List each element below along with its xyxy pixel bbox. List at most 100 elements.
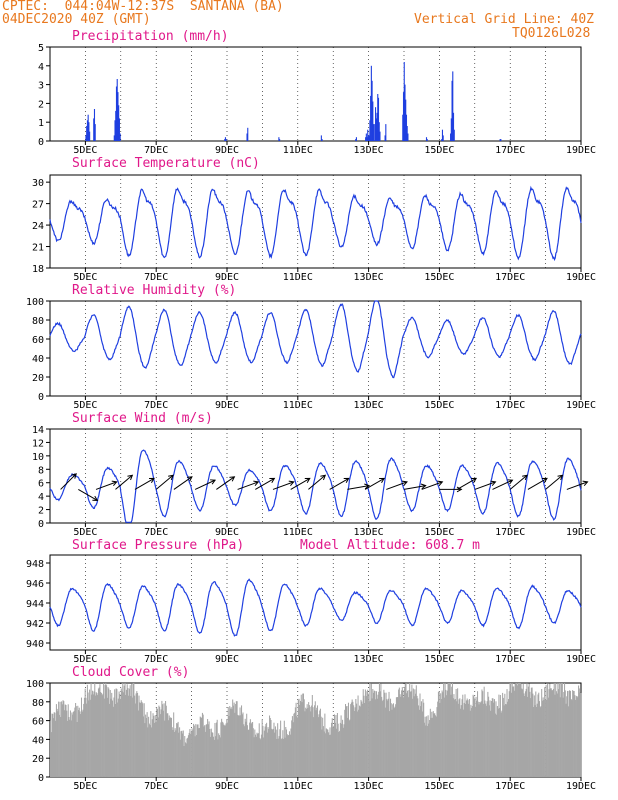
cloud-bar	[83, 703, 85, 777]
cloud-bar	[228, 716, 230, 777]
cloud-bar	[506, 689, 508, 777]
cloud-bar	[423, 702, 425, 777]
cloud-bar	[222, 722, 224, 777]
cloud-bar	[446, 695, 448, 777]
panel-title: Surface Wind (m/s)	[72, 411, 213, 426]
cloud-bar	[508, 691, 510, 777]
cloud-bar	[485, 703, 487, 777]
precip-bar	[85, 135, 87, 141]
x-tick-label: 19DEC	[566, 527, 596, 538]
cloud-bar	[106, 685, 108, 777]
cloud-bar	[489, 700, 491, 777]
cloud-bar	[507, 701, 509, 777]
series-line	[49, 300, 582, 379]
cloud-bar	[451, 686, 453, 777]
cloud-bar	[519, 683, 521, 777]
cloud-bar	[273, 722, 275, 777]
cloud-bar	[372, 689, 374, 777]
cloud-bar	[545, 685, 547, 777]
cloud-bar	[105, 683, 107, 777]
cloud-bar	[400, 696, 402, 777]
cloud-bar	[542, 697, 544, 777]
cloud-bar	[474, 706, 476, 777]
cloud-bar	[240, 715, 242, 777]
x-tick-label: 13DEC	[354, 272, 384, 283]
cloud-bar	[579, 692, 581, 777]
y-tick-label: 20	[32, 373, 44, 384]
cloud-bar	[219, 737, 221, 777]
cloud-bar	[64, 710, 66, 777]
precip-bar	[373, 124, 375, 141]
x-tick-label: 7DEC	[144, 272, 168, 283]
cloud-bar	[496, 706, 498, 777]
cloud-bar	[75, 703, 77, 777]
series-line	[49, 185, 582, 262]
cloud-bar	[364, 703, 366, 777]
cloud-bar	[505, 704, 507, 777]
cloud-bar	[368, 701, 370, 777]
precip-bar	[452, 71, 454, 141]
cloud-bar	[355, 699, 357, 777]
cloud-bar	[522, 684, 524, 777]
cloud-bar	[160, 709, 162, 777]
cloud-bar	[482, 691, 484, 777]
precip-bar	[453, 129, 455, 141]
cloud-bar	[310, 711, 312, 777]
cloud-bar	[206, 724, 208, 777]
cloud-bar	[123, 692, 125, 777]
y-tick-label: 30	[32, 178, 44, 189]
cloud-bar	[316, 707, 318, 777]
cloud-bar	[163, 703, 165, 777]
x-tick-label: 15DEC	[424, 781, 454, 792]
cloud-bar	[189, 729, 191, 777]
x-tick-label: 7DEC	[144, 781, 168, 792]
precip-bar	[365, 133, 367, 141]
cloud-bar	[94, 695, 97, 777]
cloud-bar	[269, 715, 271, 777]
cloud-bar	[467, 700, 469, 777]
cloud-bar	[146, 712, 148, 777]
cloud-bar	[514, 683, 516, 777]
cloud-bar	[112, 706, 114, 777]
precip-bar	[370, 95, 372, 141]
precip-bar	[89, 131, 91, 141]
cloud-bar	[546, 699, 548, 777]
cloud-bar	[238, 715, 240, 777]
cloud-bar	[490, 710, 492, 777]
cloud-bar	[519, 683, 521, 777]
x-tick-label: 19DEC	[566, 272, 596, 283]
cloud-bar	[562, 697, 564, 777]
cloud-bar	[119, 694, 121, 777]
cloud-bar	[571, 700, 573, 777]
cloud-bar	[179, 727, 181, 777]
cloud-bar	[558, 683, 560, 777]
cloud-bar	[196, 724, 198, 777]
cloud-bar	[371, 698, 373, 777]
cloud-bar	[401, 687, 403, 777]
precip-bar	[451, 80, 453, 141]
cloud-bar	[370, 700, 372, 777]
cloud-bar	[190, 731, 192, 777]
cloud-bar	[535, 691, 537, 777]
cloud-bar	[229, 706, 231, 777]
cloud-bar	[330, 734, 332, 777]
cloud-bar	[334, 722, 336, 777]
wind-arrow-head	[71, 473, 77, 479]
cloud-bar	[515, 683, 517, 777]
cloud-bar	[184, 742, 186, 777]
cloud-bar	[111, 692, 113, 777]
x-tick-label: 5DEC	[73, 145, 97, 156]
precip-bar	[366, 137, 368, 141]
cloud-bar	[409, 683, 411, 777]
cloud-bar	[376, 698, 378, 777]
cloud-bar	[552, 688, 555, 777]
cloud-bar	[260, 734, 262, 777]
cloud-bar	[395, 697, 397, 777]
precip-bar	[376, 112, 378, 141]
cloud-bar	[108, 688, 110, 777]
wind-arrow	[194, 479, 216, 490]
cloud-bar	[65, 705, 67, 777]
cloud-bar	[153, 715, 155, 777]
cloud-bar	[512, 686, 514, 777]
cloud-bar	[505, 704, 507, 777]
